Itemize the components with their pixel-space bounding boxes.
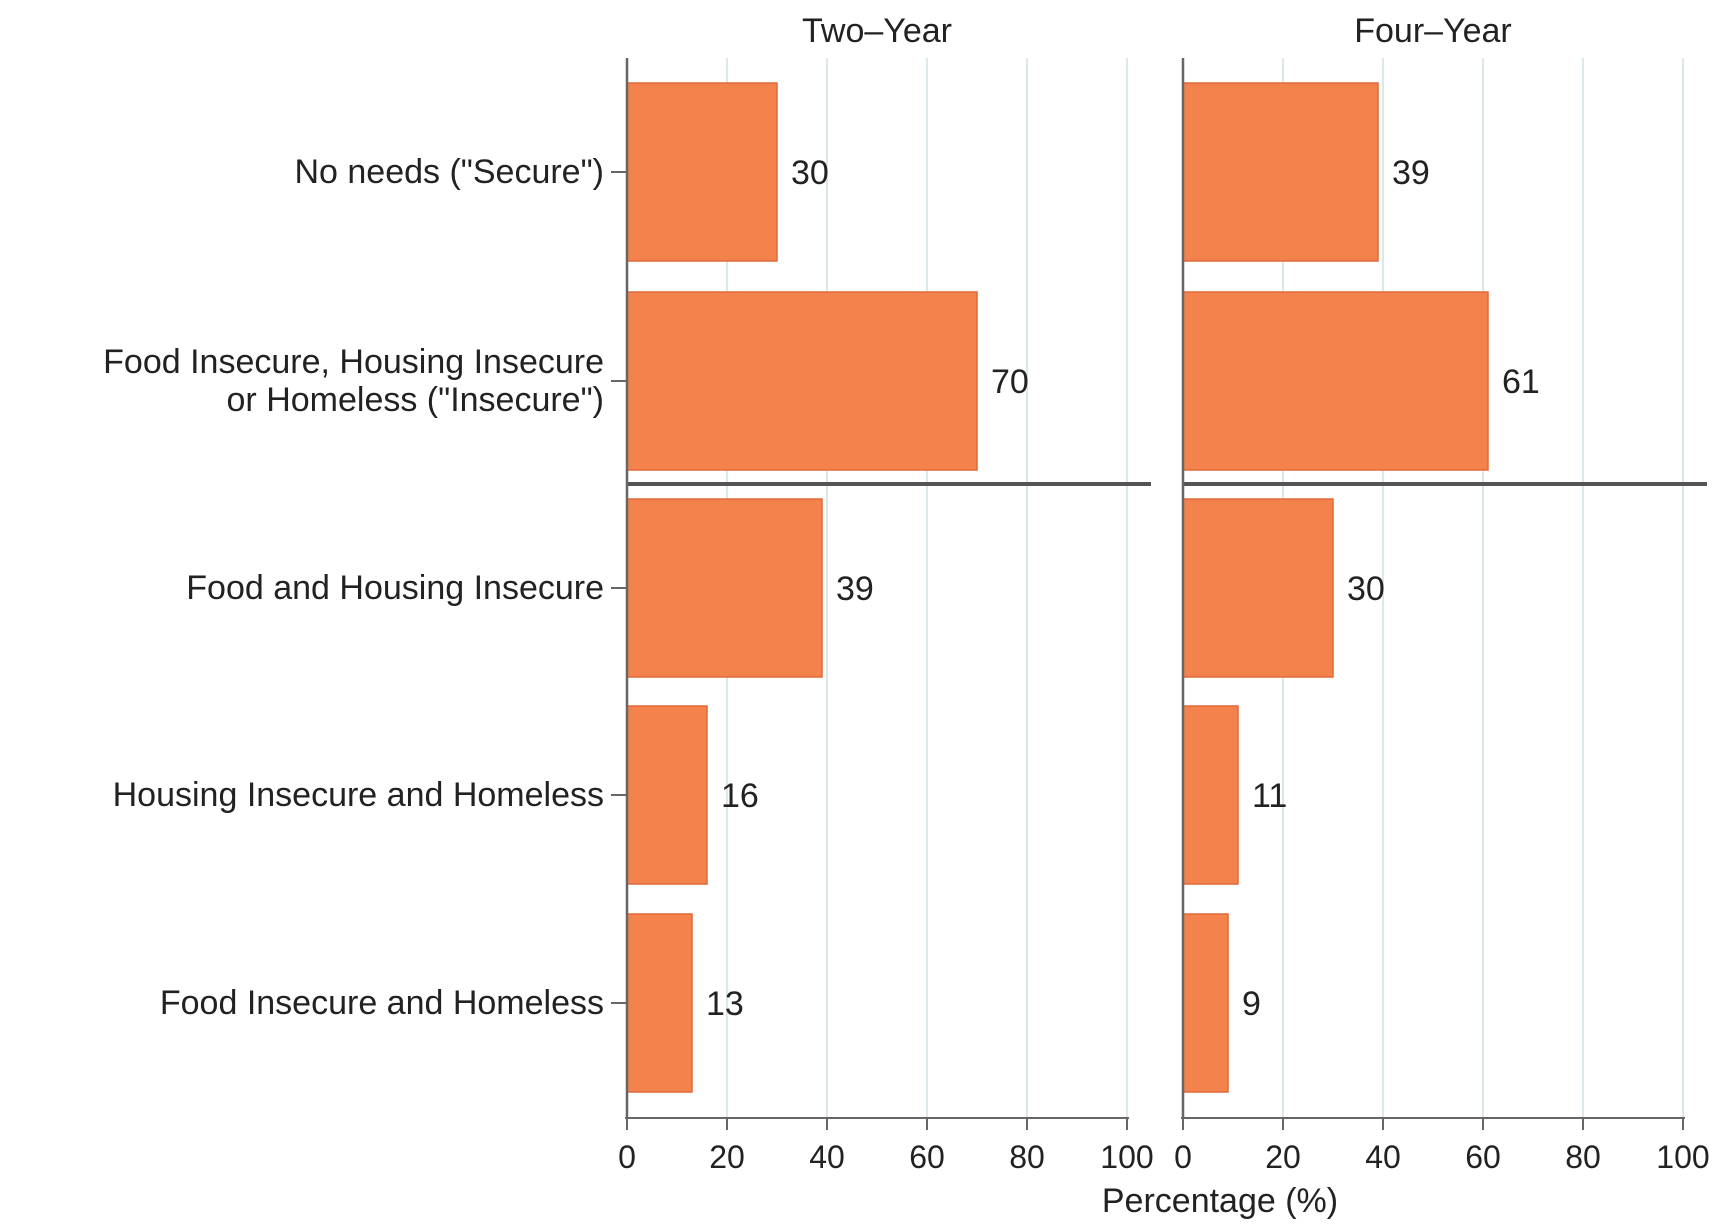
value-label-1-1: 61 <box>1502 363 1540 401</box>
bar-0-1 <box>626 291 978 471</box>
x-tick-label-0-40: 40 <box>809 1139 845 1175</box>
bar-0-4 <box>626 913 693 1093</box>
value-label-0-3: 16 <box>721 777 759 815</box>
x-tick-label-0-0: 0 <box>618 1139 636 1175</box>
axis-layer <box>611 58 1707 1130</box>
panel-title-0: Two–Year <box>802 12 952 50</box>
value-label-1-4: 9 <box>1242 985 1261 1023</box>
value-label-1-3: 11 <box>1252 777 1287 815</box>
x-tick-label-0-60: 60 <box>909 1139 945 1175</box>
label-layer: Two–Year 30 70 39 16 13 0 20 40 60 80 100 Four–Year 3… <box>103 12 1710 1175</box>
category-label-2: Food and Housing Insecure <box>186 569 604 607</box>
x-tick-label-1-20: 20 <box>1265 1139 1301 1175</box>
value-label-1-2: 30 <box>1347 570 1385 608</box>
x-tick-label-0-100: 100 <box>1100 1139 1153 1175</box>
value-label-1-0: 39 <box>1392 154 1430 192</box>
bar-0-3 <box>626 705 708 885</box>
category-label-0: No needs ("Secure") <box>294 153 604 191</box>
x-axis-title: Percentage (%) <box>1102 1182 1338 1220</box>
value-label-0-1: 70 <box>991 363 1029 401</box>
category-label-1-line-0: Food Insecure, Housing Insecure <box>103 343 604 381</box>
bar-0-2 <box>626 498 823 678</box>
value-label-0-0: 30 <box>791 154 829 192</box>
x-tick-label-0-80: 80 <box>1009 1139 1045 1175</box>
x-tick-label-1-80: 80 <box>1565 1139 1601 1175</box>
bar-1-2 <box>1182 498 1334 678</box>
x-tick-label-1-60: 60 <box>1465 1139 1501 1175</box>
bar-1-4 <box>1182 913 1229 1093</box>
x-tick-label-1-100: 100 <box>1656 1139 1709 1175</box>
x-tick-label-0-20: 20 <box>709 1139 745 1175</box>
x-tick-label-1-0: 0 <box>1174 1139 1192 1175</box>
bar-layer <box>626 82 1489 1093</box>
bar-1-3 <box>1182 705 1239 885</box>
x-tick-label-1-40: 40 <box>1365 1139 1401 1175</box>
category-label-1-line-1: or Homeless ("Insecure") <box>227 381 604 419</box>
value-label-0-4: 13 <box>706 985 744 1023</box>
panel-title-1: Four–Year <box>1354 12 1512 50</box>
bar-1-0 <box>1182 82 1379 262</box>
category-label-3: Housing Insecure and Homeless <box>113 776 604 814</box>
category-label-4: Food Insecure and Homeless <box>160 984 604 1022</box>
bar-0-0 <box>626 82 778 262</box>
bar-1-1 <box>1182 291 1489 471</box>
value-label-0-2: 39 <box>836 570 874 608</box>
